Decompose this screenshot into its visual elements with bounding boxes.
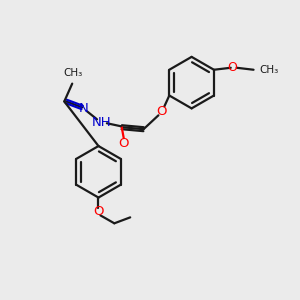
Text: O: O [118, 136, 129, 150]
Text: O: O [93, 205, 104, 218]
Text: O: O [156, 105, 166, 118]
Text: NH: NH [92, 116, 112, 129]
Text: N: N [79, 102, 89, 115]
Text: O: O [227, 61, 237, 74]
Text: CH₃: CH₃ [64, 68, 83, 78]
Text: CH₃: CH₃ [260, 65, 279, 75]
